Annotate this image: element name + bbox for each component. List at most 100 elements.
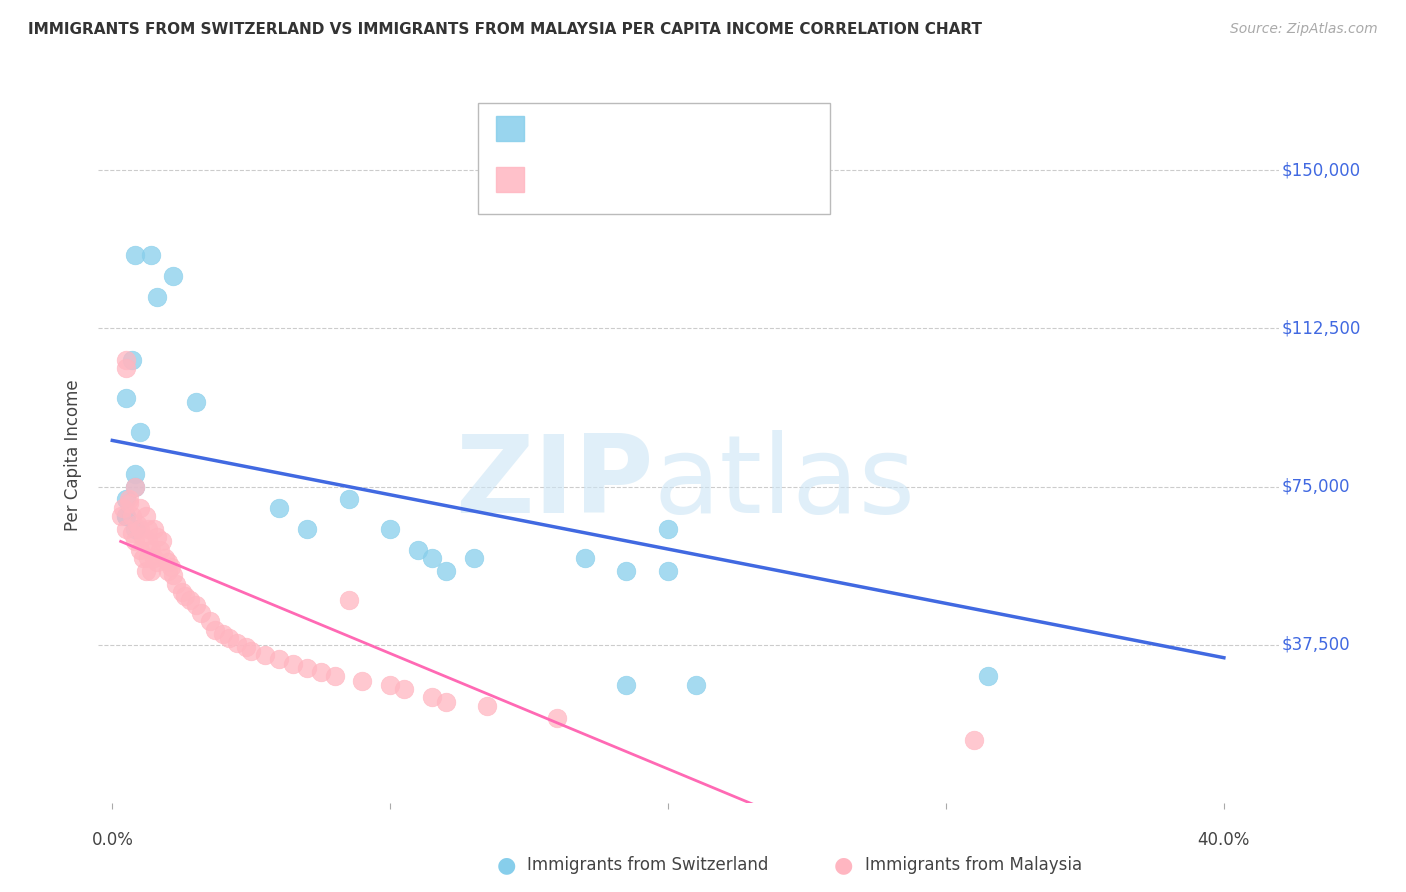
Point bbox=[135, 509, 157, 524]
Point bbox=[156, 556, 179, 570]
Point bbox=[124, 522, 146, 536]
Point bbox=[165, 576, 187, 591]
Point bbox=[380, 522, 402, 536]
Point bbox=[124, 247, 146, 261]
Point bbox=[115, 492, 138, 507]
Text: IMMIGRANTS FROM SWITZERLAND VS IMMIGRANTS FROM MALAYSIA PER CAPITA INCOME CORREL: IMMIGRANTS FROM SWITZERLAND VS IMMIGRANT… bbox=[28, 22, 983, 37]
Point bbox=[129, 542, 152, 557]
Point bbox=[124, 467, 146, 481]
Point bbox=[143, 522, 166, 536]
Text: -0.336: -0.336 bbox=[581, 170, 661, 190]
Point bbox=[141, 247, 163, 261]
Point bbox=[240, 644, 263, 658]
Point bbox=[170, 585, 193, 599]
Point bbox=[420, 690, 443, 705]
Point bbox=[112, 500, 135, 515]
Point bbox=[143, 551, 166, 566]
Text: N =: N = bbox=[675, 119, 711, 138]
Point bbox=[115, 509, 138, 524]
Point bbox=[190, 606, 212, 620]
Point bbox=[184, 598, 207, 612]
Text: 40.0%: 40.0% bbox=[1198, 830, 1250, 848]
Point bbox=[337, 593, 360, 607]
Point bbox=[150, 534, 173, 549]
Point bbox=[141, 564, 163, 578]
Point bbox=[141, 542, 163, 557]
Point bbox=[352, 673, 374, 688]
Point bbox=[121, 353, 143, 368]
Point bbox=[118, 492, 141, 507]
Point bbox=[146, 290, 169, 304]
Point bbox=[148, 542, 170, 557]
Text: R =: R = bbox=[533, 170, 569, 190]
Point bbox=[138, 534, 160, 549]
Point bbox=[574, 551, 596, 566]
Point bbox=[434, 695, 457, 709]
Point bbox=[132, 551, 155, 566]
Point bbox=[138, 551, 160, 566]
Point bbox=[121, 525, 143, 540]
Point bbox=[477, 698, 499, 713]
Point bbox=[420, 551, 443, 566]
Point bbox=[118, 496, 141, 510]
Point bbox=[218, 632, 240, 646]
Point bbox=[115, 391, 138, 405]
Point bbox=[434, 564, 457, 578]
Point bbox=[153, 551, 176, 566]
Point bbox=[115, 509, 138, 524]
Point bbox=[115, 522, 138, 536]
Text: Source: ZipAtlas.com: Source: ZipAtlas.com bbox=[1230, 22, 1378, 37]
Point bbox=[463, 551, 485, 566]
Point bbox=[392, 681, 415, 696]
Point bbox=[115, 361, 138, 376]
Text: 30: 30 bbox=[721, 119, 752, 138]
Point bbox=[380, 678, 402, 692]
Point bbox=[616, 678, 638, 692]
Point bbox=[963, 732, 986, 747]
Text: -0.127: -0.127 bbox=[581, 119, 661, 138]
Point bbox=[546, 711, 568, 725]
Text: $75,000: $75,000 bbox=[1282, 477, 1350, 496]
Y-axis label: Per Capita Income: Per Capita Income bbox=[65, 379, 83, 531]
Text: Immigrants from Malaysia: Immigrants from Malaysia bbox=[865, 856, 1081, 874]
Point bbox=[309, 665, 332, 679]
Point bbox=[159, 559, 181, 574]
Point bbox=[129, 522, 152, 536]
Point bbox=[295, 661, 318, 675]
Text: ●: ● bbox=[834, 855, 853, 875]
Point bbox=[162, 268, 184, 283]
Point bbox=[267, 652, 290, 666]
Point bbox=[173, 589, 195, 603]
Point bbox=[254, 648, 277, 663]
Point bbox=[146, 530, 169, 544]
Text: $37,500: $37,500 bbox=[1282, 636, 1350, 654]
Point bbox=[406, 542, 429, 557]
Point bbox=[235, 640, 257, 654]
Point bbox=[132, 530, 155, 544]
Text: ZIP: ZIP bbox=[456, 430, 654, 536]
Point bbox=[657, 522, 679, 536]
Point bbox=[124, 534, 146, 549]
Point bbox=[267, 500, 290, 515]
Point bbox=[685, 678, 707, 692]
Point bbox=[162, 568, 184, 582]
Point bbox=[616, 564, 638, 578]
Point bbox=[198, 615, 221, 629]
Point bbox=[204, 623, 226, 637]
Text: R =: R = bbox=[533, 119, 569, 138]
Text: 0.0%: 0.0% bbox=[91, 830, 134, 848]
Point bbox=[129, 500, 152, 515]
Point bbox=[337, 492, 360, 507]
Point bbox=[129, 425, 152, 439]
Point bbox=[184, 395, 207, 409]
Point bbox=[281, 657, 304, 671]
Text: 63: 63 bbox=[721, 170, 752, 190]
Point bbox=[115, 353, 138, 368]
Point bbox=[295, 522, 318, 536]
Text: N =: N = bbox=[675, 170, 711, 190]
Point bbox=[212, 627, 235, 641]
Point bbox=[138, 522, 160, 536]
Point bbox=[135, 564, 157, 578]
Text: atlas: atlas bbox=[654, 430, 915, 536]
Point bbox=[323, 669, 346, 683]
